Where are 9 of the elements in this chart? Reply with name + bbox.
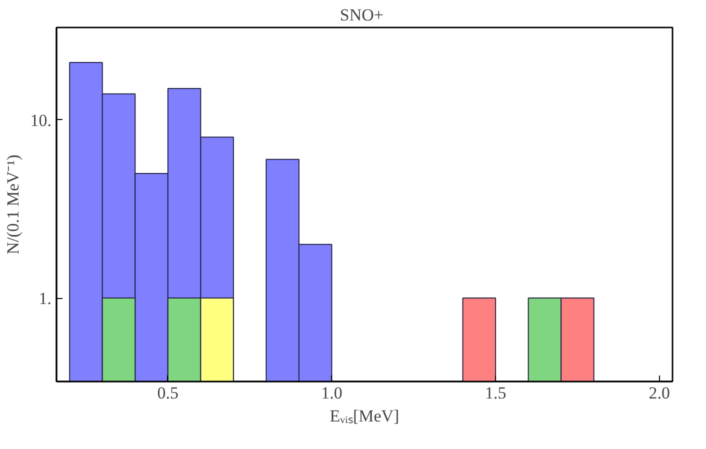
x-tick-label: 1.5 <box>484 384 506 402</box>
text: SNO+ <box>340 6 384 24</box>
y-tick-label: 10. <box>30 110 52 130</box>
x-tick-label: 2.0 <box>648 384 670 402</box>
y-axis-title: N/(0.1 MeV⁻¹) <box>3 154 22 254</box>
x-tick-label: 0.5 <box>157 384 179 402</box>
y-tick-label: 1. <box>38 289 52 308</box>
x-axis-title: Eᵥᵢₛ[MeV] <box>330 406 400 426</box>
x-tick-label: 1.0 <box>321 384 342 402</box>
